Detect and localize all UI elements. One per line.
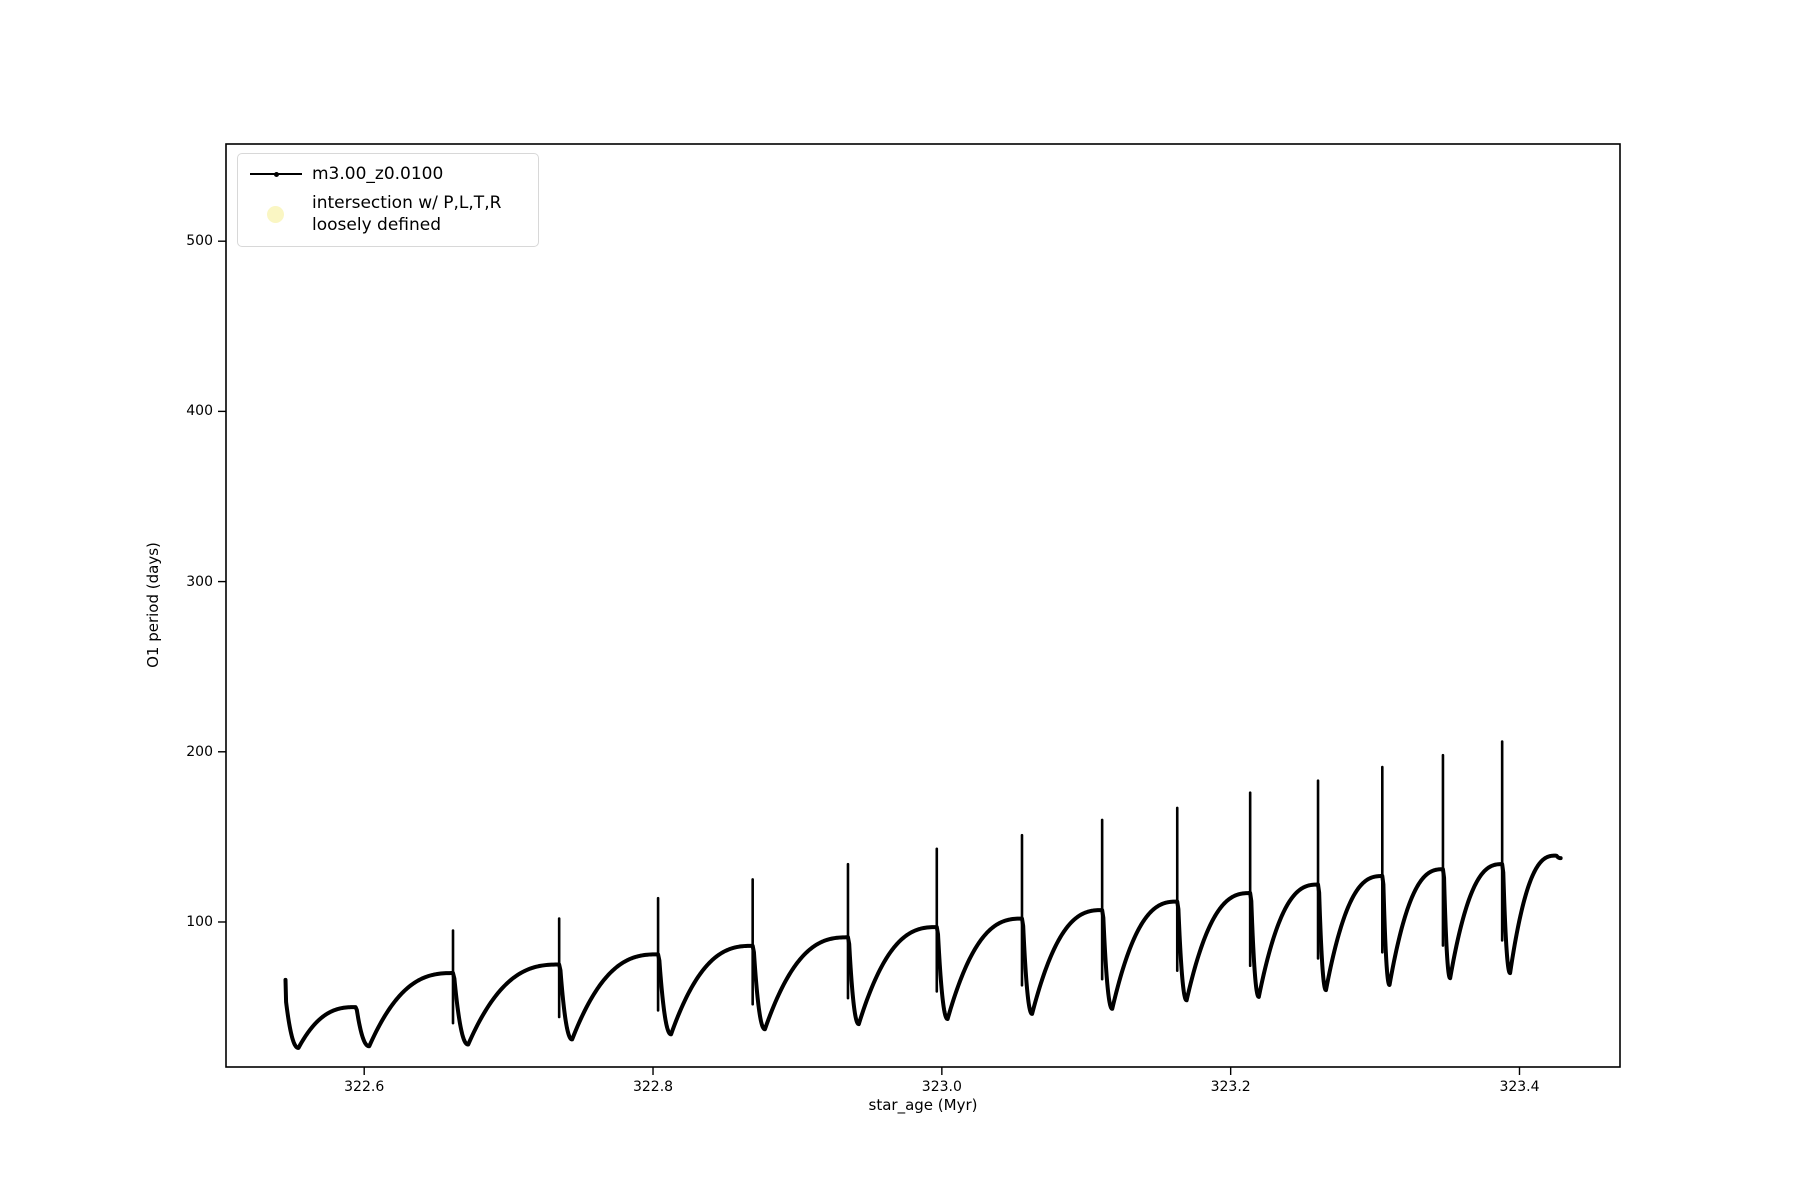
axes-spines xyxy=(225,143,1621,1068)
x-tick-label: 323.4 xyxy=(1499,1079,1540,1095)
y-tick-label: 400 xyxy=(186,403,213,420)
legend-circle-marker xyxy=(250,205,312,223)
legend: m3.00_z0.0100 intersection w/ P,L,T,R lo… xyxy=(237,153,539,247)
legend-entry-intersection: intersection w/ P,L,T,R loosely defined xyxy=(250,192,526,236)
y-tick-label: 500 xyxy=(186,233,213,250)
legend-label-series: m3.00_z0.0100 xyxy=(312,164,444,184)
y-tick-label: 100 xyxy=(186,913,213,930)
legend-label-intersection: intersection w/ P,L,T,R loosely defined xyxy=(312,192,501,236)
legend-label-intersection-line1: intersection w/ P,L,T,R xyxy=(312,193,502,213)
dot-marker-icon xyxy=(274,171,279,177)
circle-marker-icon xyxy=(267,205,284,223)
y-tick-label: 200 xyxy=(186,743,213,760)
x-axis-label: star_age (Myr) xyxy=(868,1096,978,1114)
legend-label-intersection-line2: loosely defined xyxy=(312,215,442,235)
y-tick-label: 300 xyxy=(186,573,213,590)
x-tick-label: 323.0 xyxy=(921,1079,962,1095)
series-curve xyxy=(283,853,1563,1050)
legend-entry-series: m3.00_z0.0100 xyxy=(250,163,526,185)
series-spikes xyxy=(451,740,1504,1025)
line-marker-icon xyxy=(250,171,302,177)
x-tick-label: 322.8 xyxy=(632,1079,674,1095)
x-tick-label: 323.2 xyxy=(1210,1079,1251,1095)
x-tick-label: 322.6 xyxy=(344,1079,385,1095)
legend-line-marker xyxy=(250,171,312,177)
y-axis-label: O1 period (days) xyxy=(144,542,162,668)
